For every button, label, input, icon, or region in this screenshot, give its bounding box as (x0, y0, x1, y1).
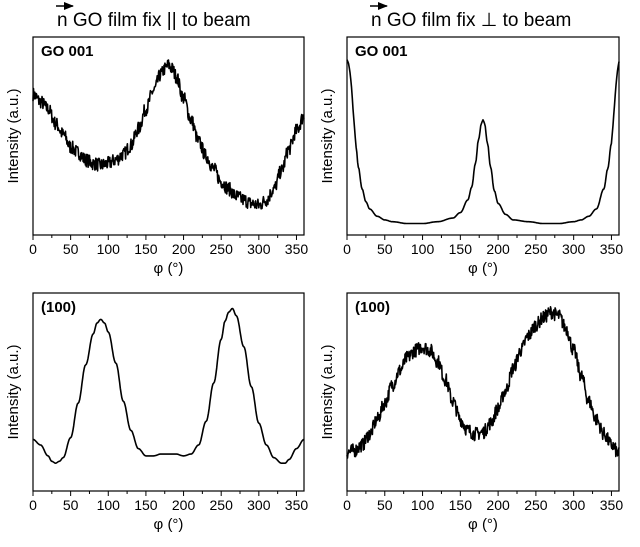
panel-label: (100) (41, 299, 76, 316)
chart-panel: 0 50 100 150 200 250 300 350 φ (°) Intensity (a.u… (319, 292, 624, 533)
x-tick-label: 150 (449, 497, 473, 513)
series-line (346, 59, 620, 225)
header-left: n GO film fix || to beam (56, 2, 251, 31)
x-tick-label: 100 (97, 241, 121, 257)
y-axis-label: Intensity (a.u.) (5, 344, 22, 439)
x-tick-label: 250 (210, 241, 234, 257)
x-tick-label: 200 (172, 241, 196, 257)
series-line (32, 59, 305, 210)
y-axis-label: Intensity (a.u.) (5, 88, 22, 183)
panel-label: GO 001 (41, 43, 94, 60)
x-axis-label: φ (°) (468, 260, 498, 277)
plot-frame (32, 292, 305, 492)
header-right: n GO film fix ⊥ to beam (370, 2, 571, 31)
x-tick-label: 300 (247, 241, 271, 257)
x-tick-label: 250 (210, 497, 234, 513)
plot-frame (346, 292, 620, 492)
x-tick-label: 100 (411, 497, 435, 513)
header-text: GO film fix ⊥ to beam (382, 10, 572, 31)
x-tick-label: 100 (411, 241, 435, 257)
plot-frame (32, 36, 305, 236)
x-tick-label: 300 (247, 497, 271, 513)
svg-text:n GO film fix ⊥ to beam: n GO film fix ⊥ to beam (371, 10, 571, 31)
x-tick-label: 0 (343, 497, 351, 513)
x-tick-label: 350 (600, 241, 624, 257)
x-tick-label: 350 (600, 497, 624, 513)
panel-label: GO 001 (355, 43, 408, 60)
x-tick-label: 200 (486, 241, 510, 257)
x-tick-label: 50 (63, 241, 79, 257)
chart-panel: 0 50 100 150 200 250 300 350 φ (°) Intensity (a.u… (5, 36, 309, 277)
x-tick-label: 150 (449, 241, 473, 257)
x-tick-label: 0 (29, 241, 37, 257)
x-axis-label: φ (°) (154, 260, 184, 277)
x-axis-label: φ (°) (468, 516, 498, 533)
x-tick-label: 150 (134, 497, 158, 513)
x-tick-label: 200 (486, 497, 510, 513)
x-tick-label: 300 (562, 497, 586, 513)
x-tick-label: 50 (377, 241, 393, 257)
header-vector-symbol: n (57, 10, 68, 31)
series-line (346, 305, 620, 459)
y-axis-label: Intensity (a.u.) (319, 344, 336, 439)
x-tick-label: 350 (285, 241, 309, 257)
x-tick-label: 150 (134, 241, 158, 257)
x-tick-label: 0 (343, 241, 351, 257)
chart-panel: 0 50 100 150 200 250 300 350 φ (°) Intensity (a.u… (319, 36, 624, 277)
panel-label: (100) (355, 299, 390, 316)
svg-text:n GO film fix || to beam: n GO film fix || to beam (57, 10, 251, 31)
x-tick-label: 50 (377, 497, 393, 513)
x-tick-label: 0 (29, 497, 37, 513)
x-tick-label: 100 (97, 497, 121, 513)
x-tick-label: 50 (63, 497, 79, 513)
x-tick-label: 250 (524, 241, 548, 257)
x-tick-label: 250 (524, 497, 548, 513)
series-line (32, 307, 305, 465)
header-vector-symbol: n (371, 10, 382, 31)
x-tick-label: 200 (172, 497, 196, 513)
plot-frame (346, 36, 620, 236)
y-axis-label: Intensity (a.u.) (319, 88, 336, 183)
x-tick-label: 350 (285, 497, 309, 513)
chart-panel: 0 50 100 150 200 250 300 350 φ (°) Intensity (a.u… (5, 292, 309, 533)
x-axis-label: φ (°) (154, 516, 184, 533)
header-text: GO film fix || to beam (68, 10, 251, 31)
x-tick-label: 300 (562, 241, 586, 257)
